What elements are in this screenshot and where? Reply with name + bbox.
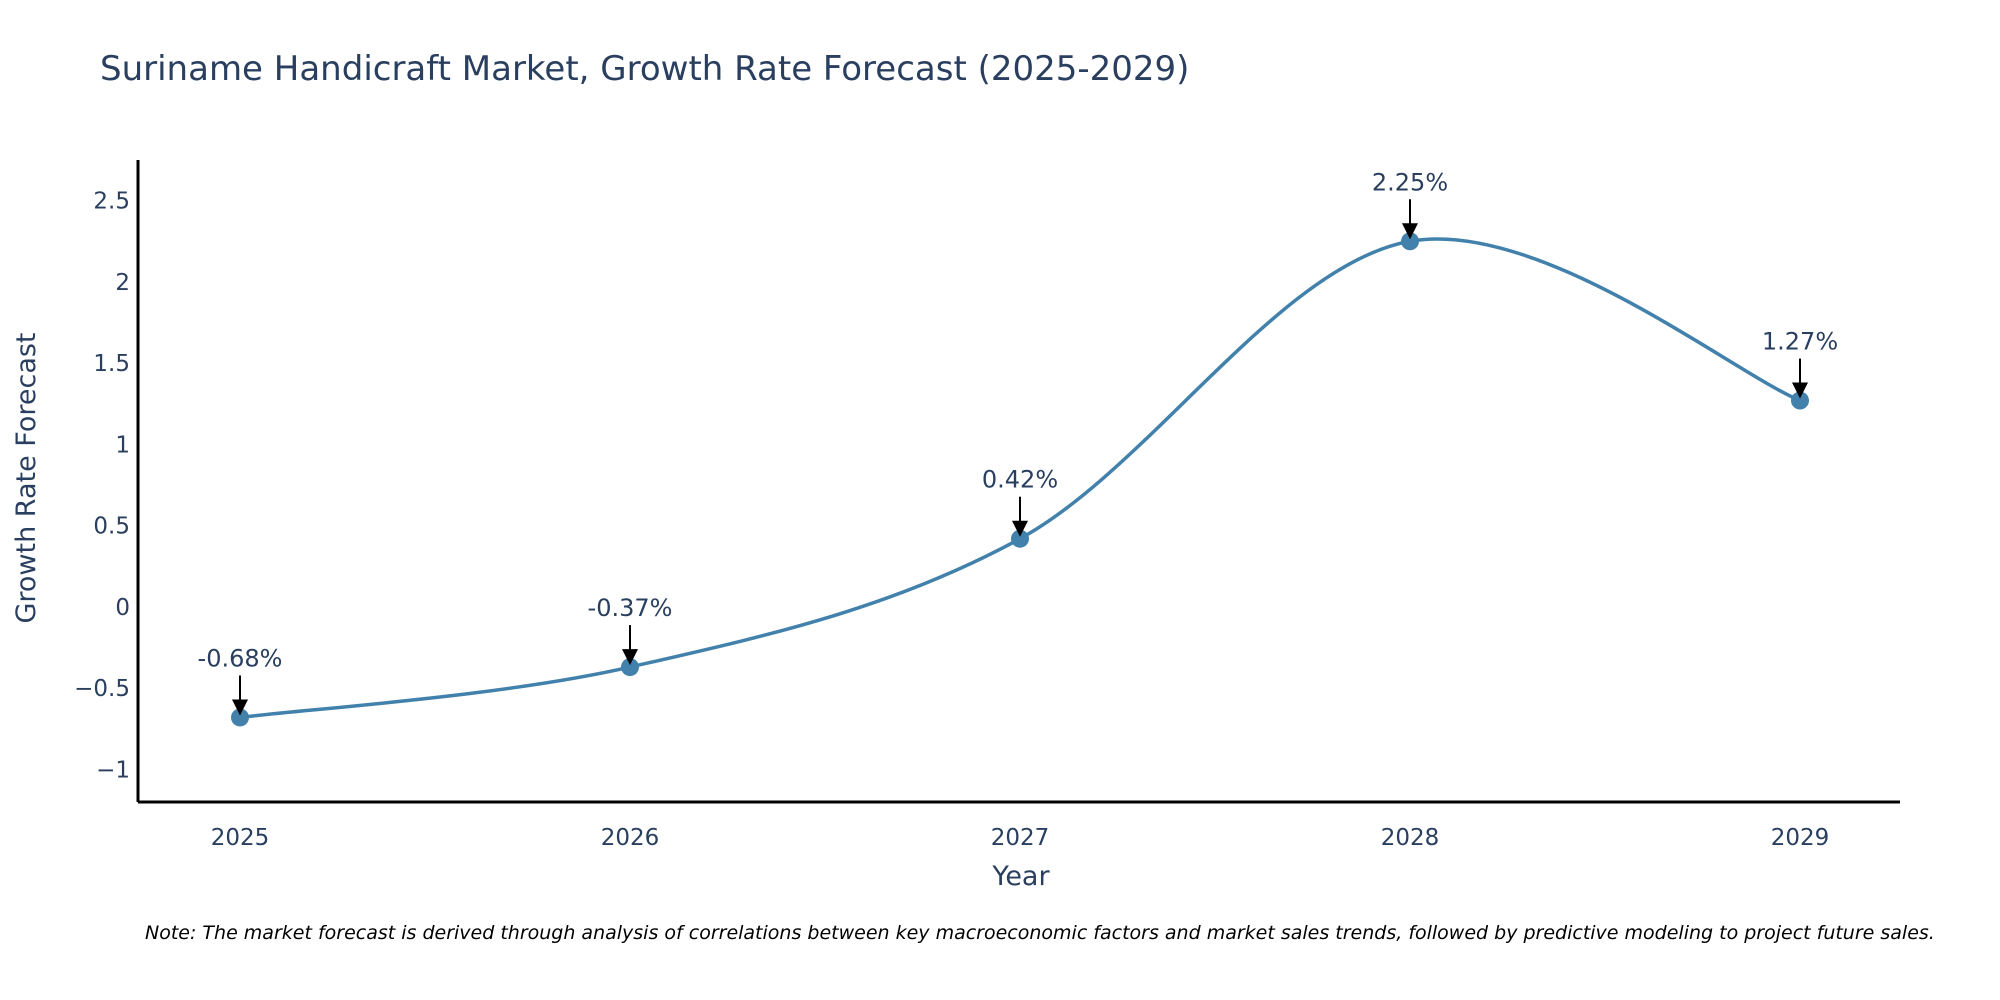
y-tick-label: 1.5 bbox=[93, 351, 130, 377]
y-tick-label: 0 bbox=[115, 595, 130, 621]
data-point bbox=[1791, 391, 1809, 410]
chart-title: Suriname Handicraft Market, Growth Rate … bbox=[100, 49, 1189, 89]
data-label: -0.37% bbox=[588, 594, 673, 622]
annotation-arrow-head bbox=[1012, 520, 1028, 537]
x-tick-label: 2029 bbox=[1771, 825, 1830, 851]
y-tick-label: 2.5 bbox=[93, 189, 130, 215]
data-point bbox=[1401, 232, 1419, 251]
y-axis-title: Growth Rate Forecast bbox=[11, 332, 42, 623]
x-tick-label: 2028 bbox=[1381, 825, 1440, 851]
y-tick-label: 2 bbox=[115, 270, 130, 296]
x-tick-label: 2027 bbox=[991, 825, 1050, 851]
annotation-arrow-head bbox=[622, 649, 638, 666]
y-tick-label: 0.5 bbox=[93, 514, 130, 540]
annotation-arrow-head bbox=[1792, 382, 1808, 399]
data-point bbox=[1011, 529, 1029, 548]
annotation-arrow-head bbox=[232, 699, 248, 716]
x-tick-label: 2025 bbox=[211, 825, 270, 851]
annotation-arrow-head bbox=[1402, 223, 1418, 240]
y-tick-label: 1 bbox=[115, 432, 130, 458]
footnote: Note: The market forecast is derived thr… bbox=[145, 922, 1935, 944]
data-label: 1.27% bbox=[1762, 328, 1838, 356]
data-point bbox=[621, 658, 639, 677]
data-point bbox=[231, 708, 249, 727]
plot-layer: −1 −0.5 0 0.5 1 1.5 2 2.5 2025 2026 2027 2028 2029 -0… bbox=[74, 160, 1900, 851]
y-tick-label: −0.5 bbox=[74, 676, 130, 702]
series-line bbox=[239, 237, 1801, 720]
x-tick-label: 2026 bbox=[601, 825, 660, 851]
data-label: 2.25% bbox=[1372, 168, 1448, 196]
data-label: 0.42% bbox=[982, 466, 1058, 494]
y-tick-label: −1 bbox=[96, 757, 130, 783]
x-axis-title: Year bbox=[991, 861, 1050, 892]
data-label: -0.68% bbox=[198, 644, 283, 672]
